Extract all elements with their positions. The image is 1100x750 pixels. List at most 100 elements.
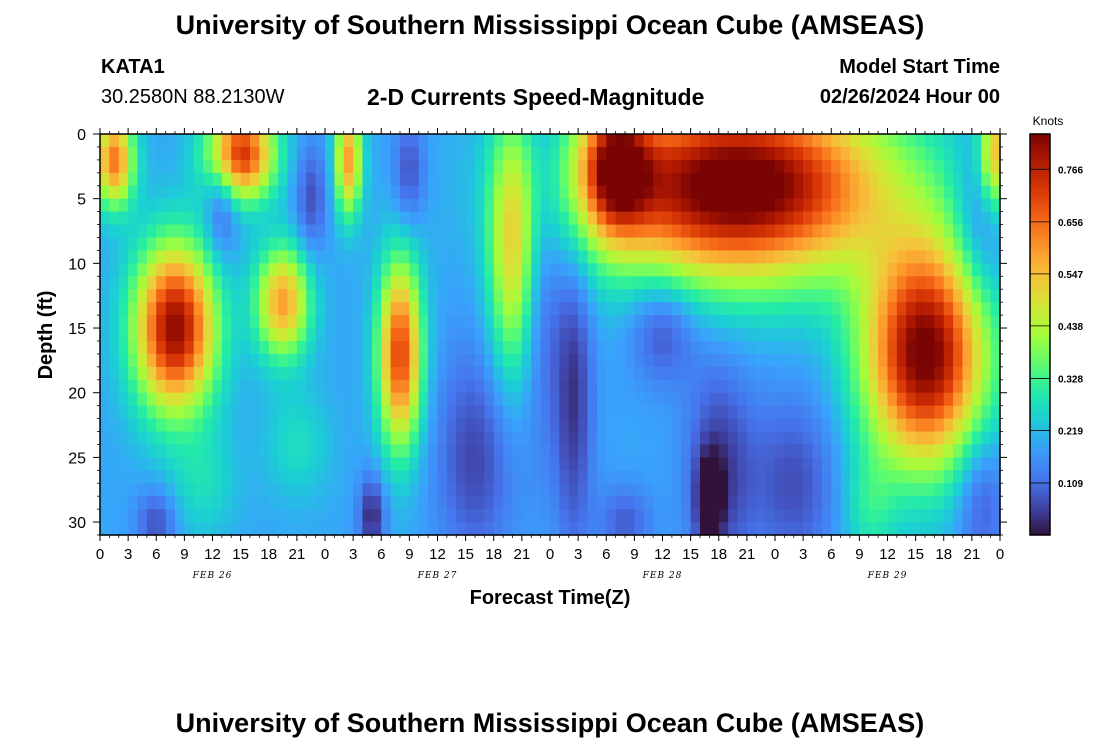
heatmap-cell	[784, 483, 795, 497]
heatmap-cell	[606, 418, 617, 433]
heatmap-cell	[278, 418, 289, 433]
heatmap-cell	[540, 289, 551, 303]
heatmap-cell	[962, 509, 973, 523]
heatmap-cell	[100, 185, 110, 200]
heatmap-cell	[259, 198, 270, 213]
heatmap-cell	[390, 392, 401, 407]
heatmap-cell	[784, 328, 795, 342]
heatmap-cell	[578, 328, 589, 342]
heatmap-cell	[493, 340, 504, 355]
heatmap-cell	[596, 289, 607, 303]
station-coordinates: 30.2580N 88.2130W	[101, 86, 285, 108]
heatmap-cell	[550, 366, 560, 381]
heatmap-cell	[850, 289, 860, 303]
heatmap-cell	[793, 353, 804, 368]
heatmap-cell	[812, 431, 823, 446]
heatmap-cell	[259, 431, 270, 446]
heatmap-cell	[503, 185, 514, 200]
heatmap-cell	[503, 366, 514, 381]
heatmap-cell	[971, 470, 982, 484]
heatmap-cell	[540, 276, 551, 290]
heatmap-cell	[653, 379, 664, 394]
heatmap-cell	[334, 159, 345, 174]
heatmap-cell	[671, 237, 682, 252]
heatmap-cell	[137, 392, 148, 407]
heatmap-cell	[484, 457, 495, 471]
heatmap-cell	[625, 431, 635, 446]
heatmap-cell	[868, 315, 879, 329]
heatmap-cell	[259, 405, 270, 420]
heatmap-cell	[803, 134, 814, 148]
heatmap-cell	[681, 405, 692, 420]
heatmap-cell	[175, 431, 185, 446]
heatmap-cell	[446, 134, 457, 148]
heatmap-cell	[259, 366, 270, 381]
heatmap-cell	[296, 198, 307, 213]
heatmap-cell	[793, 263, 804, 277]
heatmap-cell	[400, 224, 410, 239]
heatmap-cell	[437, 470, 448, 484]
heatmap-cell	[446, 366, 457, 381]
heatmap-cell	[334, 328, 345, 342]
heatmap-cell	[418, 392, 429, 407]
heatmap-cell	[606, 302, 617, 316]
heatmap-cell	[259, 483, 270, 497]
heatmap-cell	[915, 431, 926, 446]
heatmap-cell	[943, 444, 954, 458]
heatmap-cell	[165, 340, 176, 355]
heatmap-cell	[662, 211, 673, 226]
heatmap-cell	[775, 198, 785, 213]
heatmap-cell	[521, 185, 532, 200]
heatmap-cell	[746, 224, 757, 239]
heatmap-cell	[418, 496, 429, 510]
heatmap-cell	[578, 198, 589, 213]
heatmap-cell	[709, 379, 720, 394]
heatmap-cell	[690, 172, 701, 187]
heatmap-cell	[718, 496, 729, 510]
heatmap-cell	[203, 496, 214, 510]
heatmap-cell	[231, 302, 242, 316]
heatmap-cell	[981, 483, 992, 497]
heatmap-cell	[737, 328, 748, 342]
heatmap-cell	[156, 340, 167, 355]
heatmap-cell	[634, 392, 645, 407]
heatmap-cell	[521, 172, 532, 187]
heatmap-cell	[765, 366, 776, 381]
heatmap-cell	[428, 263, 439, 277]
heatmap-cell	[259, 470, 270, 484]
heatmap-cell	[671, 522, 682, 536]
heatmap-cell	[868, 483, 879, 497]
heatmap-cell	[418, 431, 429, 446]
heatmap-cell	[334, 366, 345, 381]
heatmap-cell	[362, 509, 373, 523]
heatmap-cell	[709, 250, 720, 264]
heatmap-cell	[315, 483, 326, 497]
heatmap-cell	[475, 237, 485, 252]
heatmap-cell	[109, 302, 120, 316]
heatmap-cell	[568, 315, 579, 329]
heatmap-cell	[503, 302, 514, 316]
heatmap-cell	[212, 134, 223, 148]
heatmap-cell	[175, 263, 185, 277]
heatmap-cell	[568, 250, 579, 264]
heatmap-cell	[981, 315, 992, 329]
heatmap-cell	[475, 198, 485, 213]
heatmap-cell	[896, 146, 907, 161]
heatmap-cell	[278, 353, 289, 368]
heatmap-cell	[784, 509, 795, 523]
heatmap-cell	[831, 509, 842, 523]
heatmap-cell	[100, 198, 110, 213]
heatmap-cell	[175, 405, 185, 420]
heatmap-cell	[634, 250, 645, 264]
heatmap-cell	[896, 172, 907, 187]
heatmap-cell	[990, 315, 1001, 329]
heatmap-cell	[137, 328, 148, 342]
heatmap-cell	[568, 418, 579, 433]
heatmap-cell	[953, 263, 964, 277]
heatmap-cell	[184, 328, 195, 342]
heatmap-cell	[568, 340, 579, 355]
heatmap-cell	[475, 470, 485, 484]
heatmap-cell	[559, 457, 570, 471]
heatmap-cell	[681, 172, 692, 187]
heatmap-cell	[428, 315, 439, 329]
